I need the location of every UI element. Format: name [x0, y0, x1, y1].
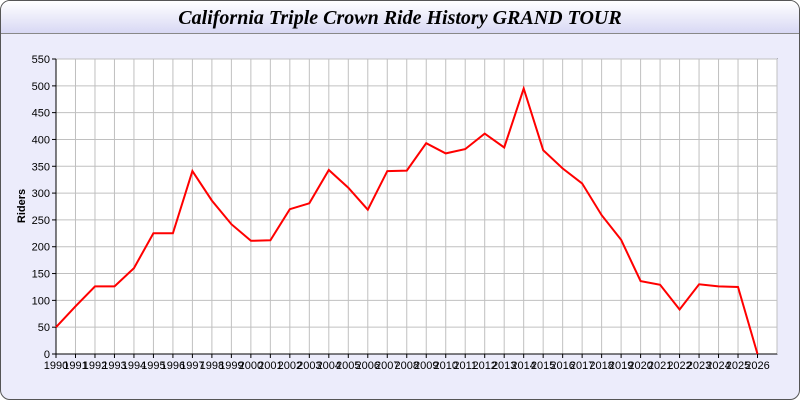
x-tick-label: 2009	[414, 360, 438, 372]
y-tick-label: 500	[32, 81, 50, 93]
plot-area	[55, 58, 778, 355]
x-tick-label: 1997	[180, 360, 204, 372]
series-line	[55, 85, 759, 355]
x-tick-label: 2004	[317, 360, 341, 372]
y-tick-label: 450	[32, 108, 50, 120]
x-tick-label: 2007	[375, 360, 399, 372]
x-tick-label: 1993	[102, 360, 126, 372]
y-tick-label: 400	[32, 134, 50, 146]
x-tick-label: 2015	[531, 360, 555, 372]
y-tick-label: 50	[38, 322, 50, 334]
x-tick-label: 2010	[433, 360, 457, 372]
x-tick-label: 2005	[336, 360, 360, 372]
title-bar: California Triple Crown Ride History GRA…	[1, 1, 799, 34]
x-tick-label: 2017	[570, 360, 594, 372]
y-tick-label: 150	[32, 269, 50, 281]
x-tick-label: 2026	[745, 360, 769, 372]
tick-labels: 0501001502002503003504004505005501990199…	[32, 54, 770, 372]
x-tick-label: 2008	[395, 360, 419, 372]
x-tick-label: 2022	[667, 360, 691, 372]
x-tick-label: 1991	[63, 360, 87, 372]
x-tick-label: 2025	[726, 360, 750, 372]
y-tick-label: 0	[44, 349, 50, 361]
y-tick-label: 550	[32, 54, 50, 66]
x-tick-label: 2016	[550, 360, 574, 372]
x-tick-label: 1998	[200, 360, 224, 372]
x-tick-label: 1994	[122, 360, 146, 372]
x-tick-label: 1995	[141, 360, 165, 372]
y-tick-label: 100	[32, 295, 50, 307]
x-tick-label: 2019	[609, 360, 633, 372]
grid	[52, 58, 778, 358]
x-tick-label: 2006	[356, 360, 380, 372]
x-tick-label: 2021	[648, 360, 672, 372]
x-tick-label: 2012	[472, 360, 496, 372]
y-tick-label: 200	[32, 242, 50, 254]
x-tick-label: 2001	[258, 360, 282, 372]
x-tick-label: 2023	[687, 360, 711, 372]
x-tick-label: 1996	[161, 360, 185, 372]
x-tick-label: 1999	[219, 360, 243, 372]
x-tick-label: 1990	[44, 360, 68, 372]
x-tick-label: 2000	[239, 360, 263, 372]
x-tick-label: 1992	[83, 360, 107, 372]
y-axis-label: Riders	[16, 189, 28, 223]
x-tick-label: 2003	[297, 360, 321, 372]
x-tick-label: 2011	[453, 360, 477, 372]
x-tick-label: 2024	[706, 360, 730, 372]
x-tick-label: 2002	[278, 360, 302, 372]
y-tick-label: 250	[32, 215, 50, 227]
y-tick-label: 300	[32, 188, 50, 200]
y-tick-label: 350	[32, 161, 50, 173]
x-tick-label: 2013	[492, 360, 516, 372]
x-tick-label: 2020	[628, 360, 652, 372]
x-tick-label: 2018	[589, 360, 613, 372]
x-tick-label: 2014	[511, 360, 535, 372]
chart-title: California Triple Crown Ride History GRA…	[178, 7, 622, 29]
